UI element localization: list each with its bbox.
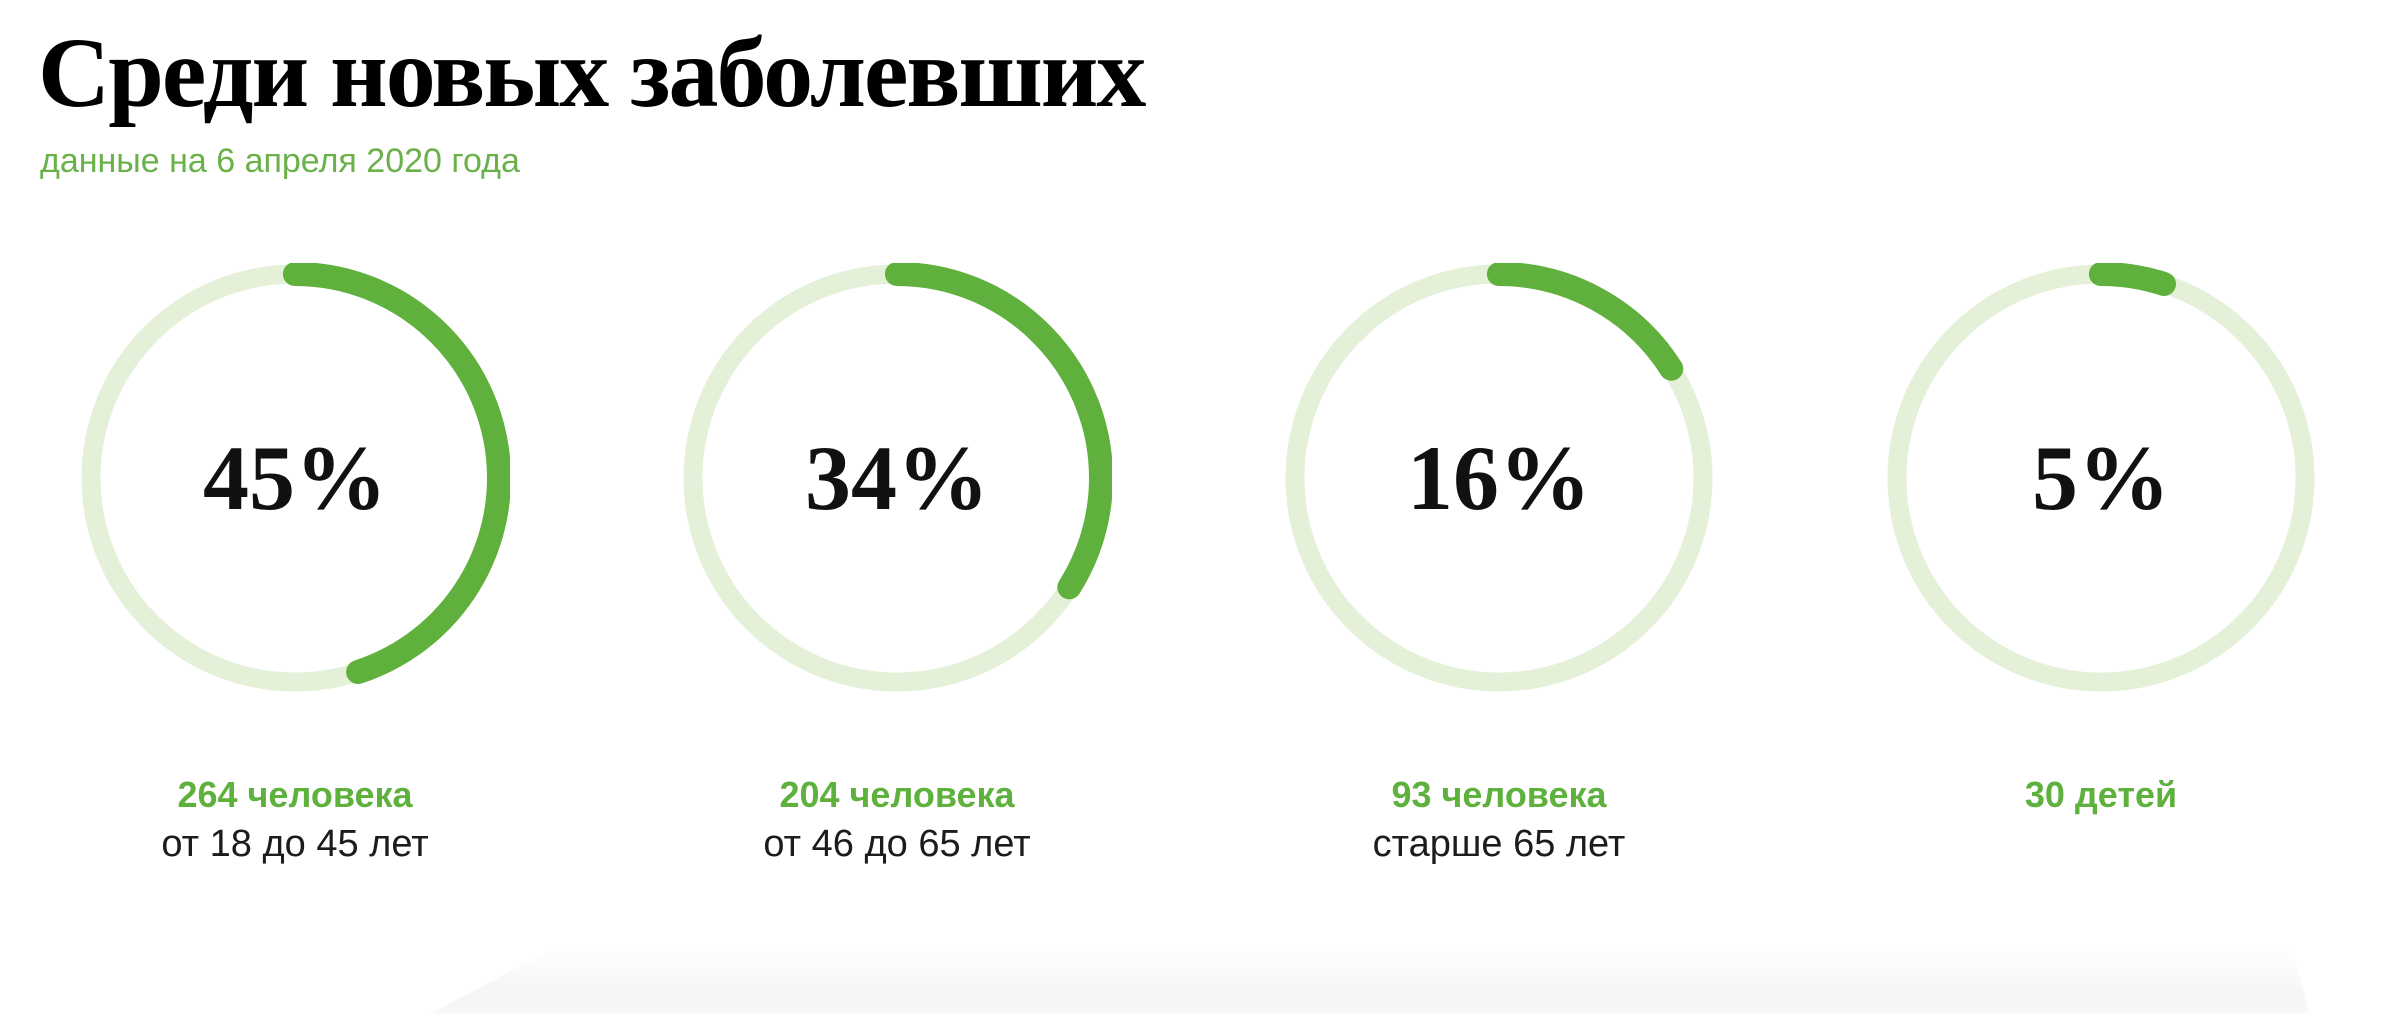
age-range-label: от 46 до 65 лет	[763, 823, 1031, 866]
donut-percent-label: 16%	[1407, 426, 1591, 529]
donut-percent-label: 45%	[203, 426, 387, 529]
donut-value-arc	[80, 262, 510, 693]
age-range-label: старше 65 лет	[1372, 823, 1626, 866]
count-label: 93 человека	[1391, 773, 1607, 815]
donut-chart-children: 5% 30 детей	[1886, 262, 2316, 868]
donut-gauge: 34%	[682, 262, 1112, 693]
donut-percent-label: 5%	[2032, 426, 2170, 529]
donut-chart-46-65: 34% 204 человека от 46 до 65 лет	[682, 262, 1112, 868]
donut-gauge: 5%	[1886, 262, 2316, 693]
charts-row: 45% 264 человека от 18 до 45 лет 34% 204…	[80, 262, 2386, 868]
donut-percent-label: 34%	[805, 426, 989, 529]
donut-chart-65plus: 16% 93 человека старше 65 лет	[1284, 262, 1714, 868]
donut-svg	[1886, 262, 2316, 693]
page-subtitle: данные на 6 апреля 2020 года	[40, 142, 520, 180]
count-label: 264 человека	[177, 773, 413, 815]
donut-chart-18-45: 45% 264 человека от 18 до 45 лет	[80, 262, 510, 868]
donut-value-arc	[1284, 262, 1714, 693]
bottom-shadow-decoration	[430, 944, 2310, 1014]
donut-gauge: 16%	[1284, 262, 1714, 693]
count-label: 204 человека	[779, 773, 1015, 815]
donut-gauge: 45%	[80, 262, 510, 693]
page-title: Среди новых заболевших	[38, 17, 1146, 128]
age-range-label: от 18 до 45 лет	[161, 823, 429, 866]
donut-svg	[682, 262, 1112, 693]
donut-value-arc	[682, 262, 1112, 693]
count-label: 30 детей	[2024, 773, 2178, 815]
donut-svg	[1284, 262, 1714, 693]
donut-svg	[80, 262, 510, 693]
donut-value-arc	[1886, 262, 2316, 693]
